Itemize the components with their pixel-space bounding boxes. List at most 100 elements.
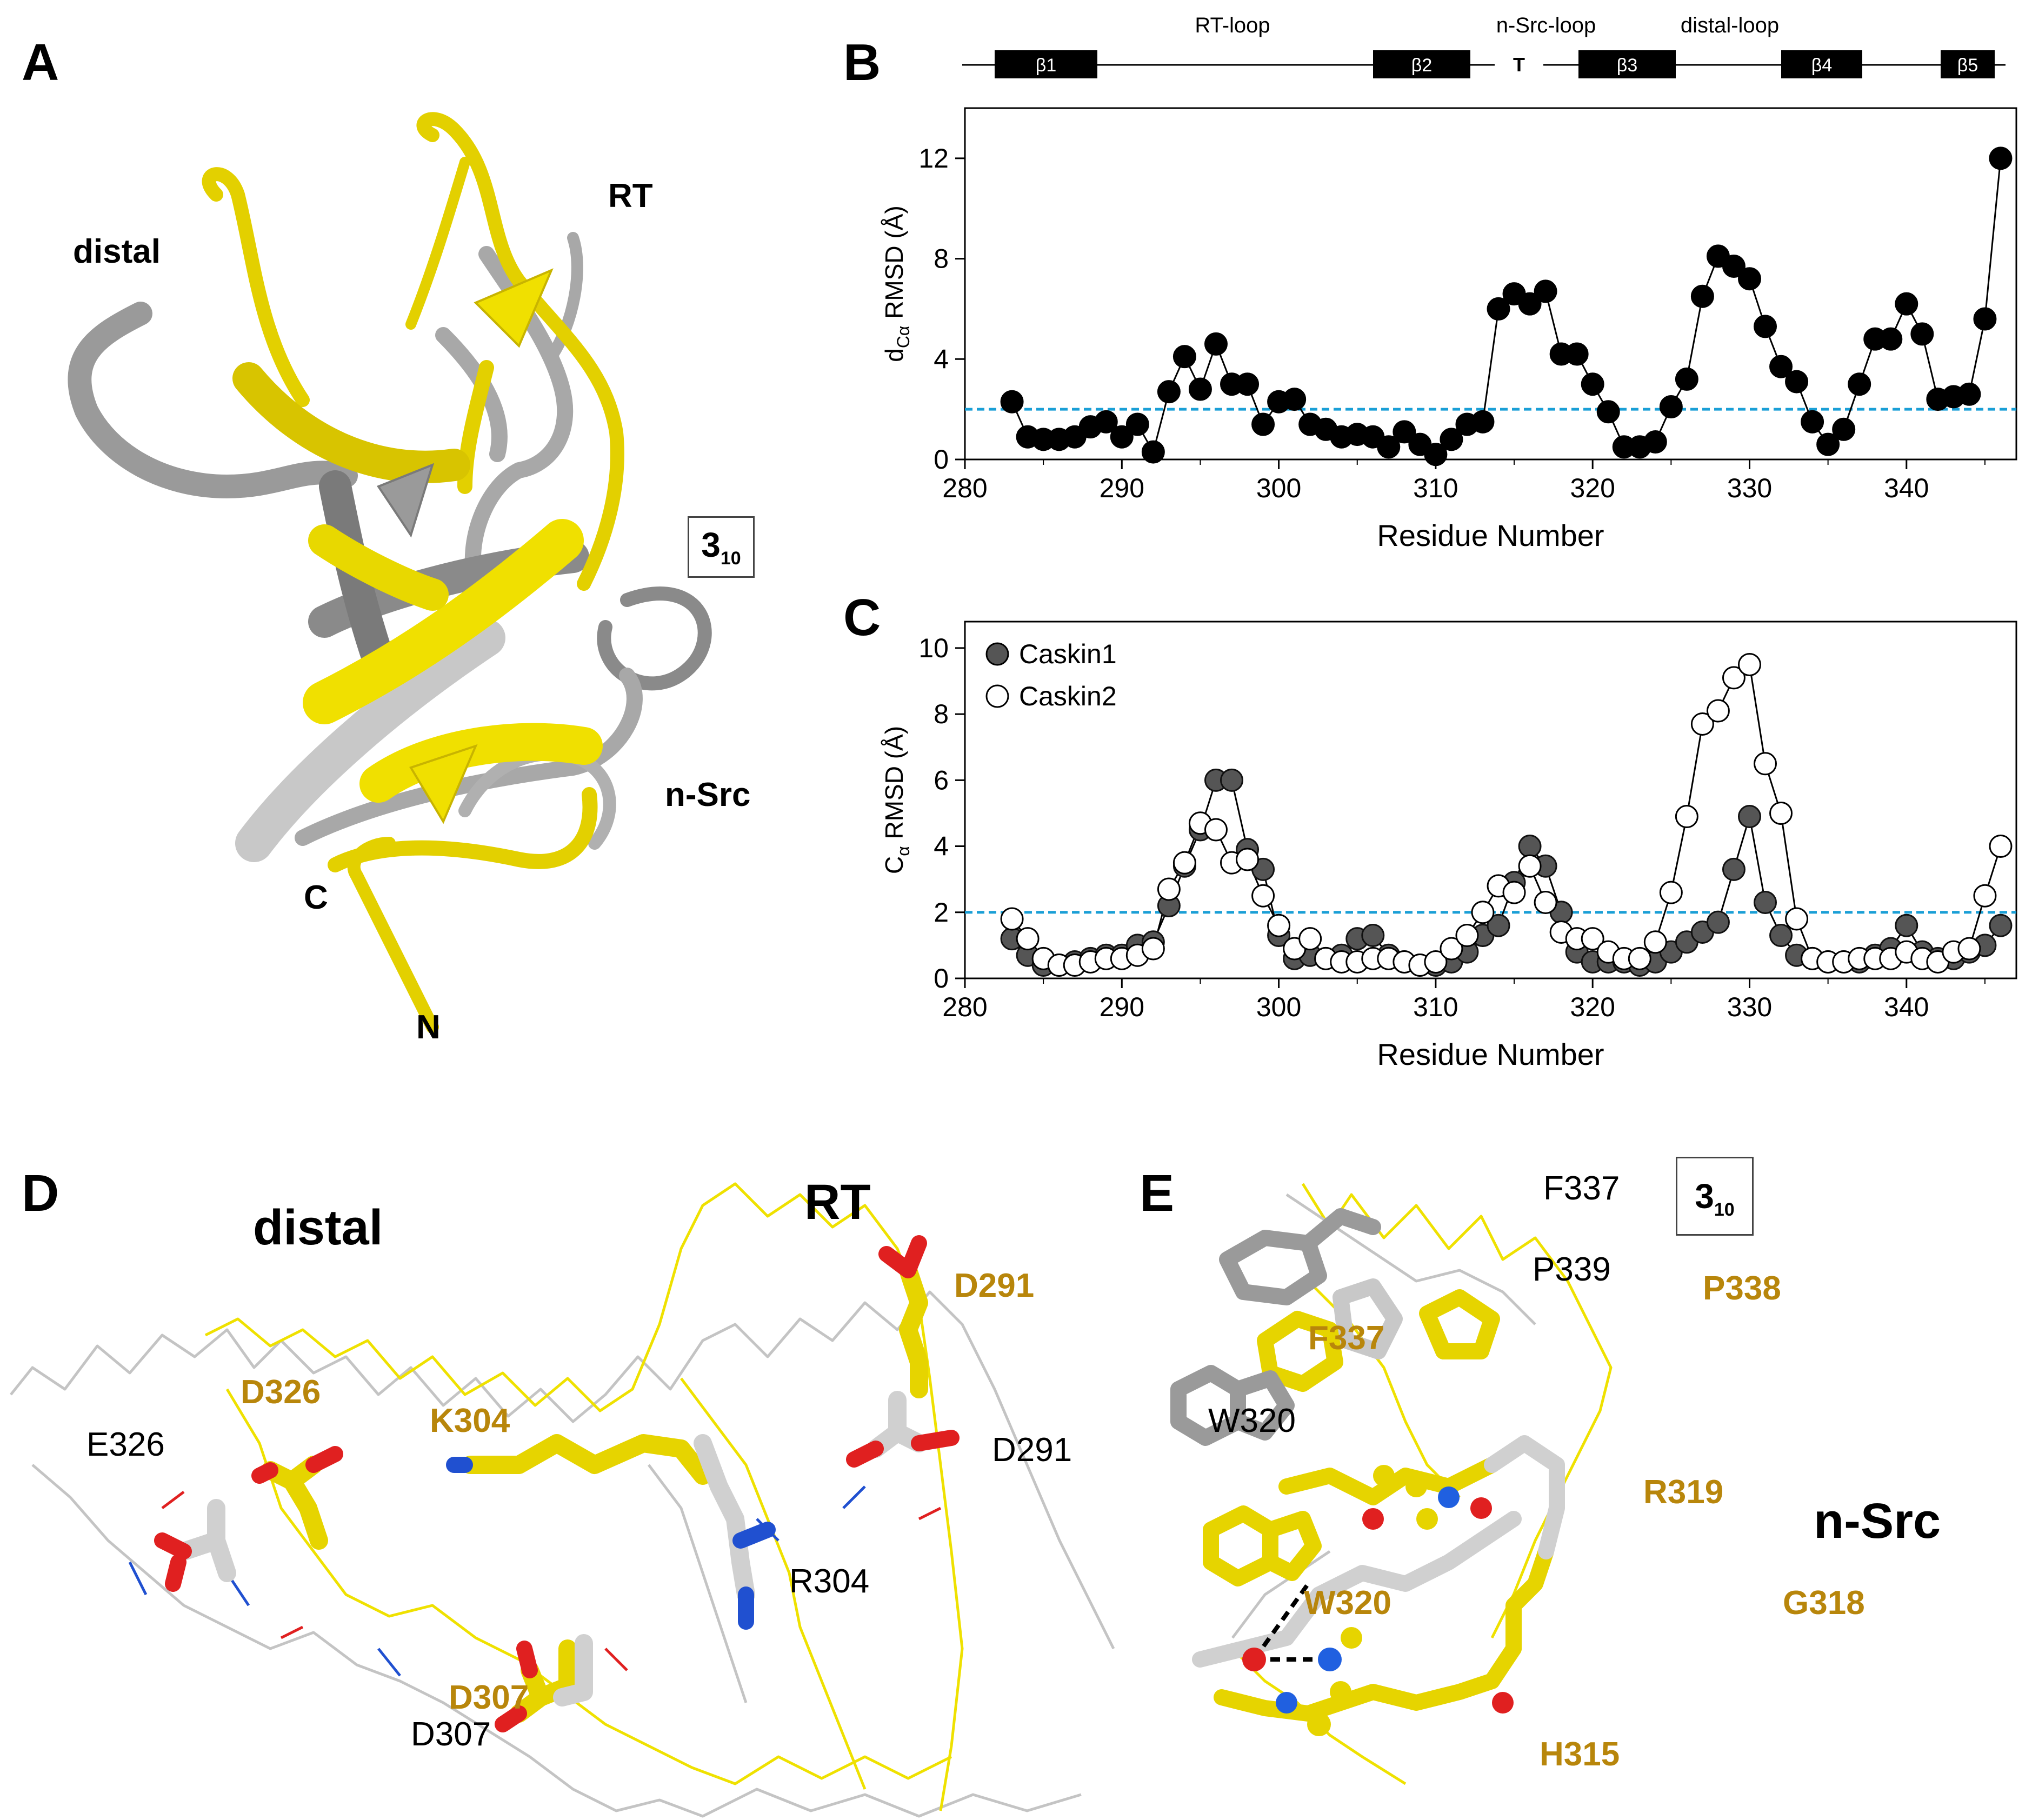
strand-b1-label: β1	[1036, 55, 1056, 76]
chart-b: 280 290 300 310 320 330 340 0 4 8 12 Residue Number…	[880, 107, 2017, 552]
data-point	[1377, 435, 1401, 459]
yellow-distal-loop	[202, 167, 310, 407]
label-d291-gold: D291	[954, 1267, 1035, 1304]
data-point	[1973, 884, 1997, 908]
grey-backbone-trace	[10, 1290, 1115, 1650]
data-point	[1659, 881, 1683, 904]
hydrogen-bond-dashes	[1252, 1582, 1330, 1662]
label-nsrc: n-Src	[665, 776, 751, 814]
x-tick-label: 310	[1413, 473, 1458, 503]
data-point	[1675, 805, 1698, 829]
data-point	[1471, 410, 1495, 434]
data-point	[1518, 854, 1542, 878]
data-point	[1596, 400, 1620, 424]
data-point	[1895, 914, 1918, 937]
yellow-n-terminus	[347, 837, 439, 1034]
data-point	[1393, 420, 1416, 444]
label-r319: R319	[1643, 1474, 1724, 1511]
data-point	[1298, 927, 1322, 951]
e-grey-backbone	[1285, 1193, 1536, 1325]
data-point	[1690, 712, 1714, 736]
data-point	[1016, 927, 1040, 951]
data-point	[1455, 924, 1479, 948]
x-tick-label: 290	[1100, 992, 1144, 1022]
data-point	[1361, 924, 1385, 948]
data-point	[1125, 412, 1149, 436]
label-d307-gold: D307	[449, 1679, 529, 1716]
data-point	[1737, 805, 1761, 829]
x-axis-label: Residue Number	[1377, 1037, 1604, 1071]
x-tick-label: 330	[1727, 473, 1772, 503]
y-tick-label: 6	[934, 765, 949, 795]
data-point	[1895, 292, 1918, 316]
panel-b-letter: B	[843, 34, 881, 91]
panel-a-letter: A	[22, 34, 59, 91]
data-point	[1518, 292, 1542, 316]
data-point	[1502, 881, 1526, 904]
data-point	[1785, 907, 1809, 931]
stick-p338-yellow	[1419, 1289, 1500, 1359]
data-point	[1722, 255, 1745, 278]
data-point	[1440, 937, 1463, 961]
y-axis-label: dCα RMSD (Å)	[880, 205, 913, 362]
data-point	[1204, 332, 1228, 356]
label-d326: D326	[241, 1374, 321, 1411]
data-point	[1565, 342, 1589, 366]
x-tick-label: 280	[942, 992, 987, 1022]
stick-g318	[1505, 1543, 1554, 1657]
x-tick-label: 320	[1570, 992, 1615, 1022]
label-k304: K304	[430, 1402, 510, 1439]
stick-d326	[261, 1456, 328, 1550]
data-point	[1534, 279, 1557, 303]
stick-w320-grey	[1170, 1365, 1295, 1446]
y-tick-label: 4	[934, 344, 949, 374]
data-point	[1801, 410, 1824, 434]
helix-310-box-e: 310	[1676, 1157, 1754, 1236]
panel-a-ribbon-structure	[68, 112, 712, 1034]
plot-frame	[964, 621, 2017, 979]
stick-e326	[175, 1499, 236, 1582]
data-point	[1973, 307, 1997, 331]
stick-f337-grey	[1219, 1230, 1327, 1305]
data-point	[1769, 924, 1793, 948]
data-point	[1157, 380, 1181, 404]
y-tick-label: 0	[934, 444, 949, 475]
data-point	[1754, 315, 1777, 338]
label-n-terminus: N	[416, 1009, 441, 1046]
data-point	[1424, 950, 1448, 974]
label-r304: R304	[789, 1563, 870, 1600]
label-d307: D307	[411, 1716, 491, 1753]
label-e326: E326	[86, 1426, 165, 1463]
stick-p339-grey	[1333, 1278, 1403, 1359]
y-tick-label: 8	[934, 244, 949, 274]
x-tick-label: 320	[1570, 473, 1615, 503]
data-point	[1283, 388, 1307, 411]
y-tick-label: 10	[918, 633, 949, 663]
stick-r304	[694, 1434, 755, 1604]
data-point	[1628, 946, 1651, 970]
label-p338: P338	[1703, 1270, 1781, 1307]
data-point	[1110, 425, 1134, 449]
y-tick-label: 4	[934, 831, 949, 862]
x-tick-label: 310	[1413, 992, 1458, 1022]
x-tick-label: 300	[1256, 473, 1301, 503]
plot-frame	[964, 107, 2017, 461]
strand-b3-label: β3	[1617, 55, 1637, 76]
data-point	[1267, 914, 1291, 937]
data-point	[1000, 907, 1024, 931]
data-point	[1675, 367, 1698, 391]
label-distal: distal	[73, 233, 161, 270]
yellow-beta-strand-1	[232, 362, 470, 483]
yellow-beta-strand-2	[303, 519, 584, 724]
label-c-terminus: C	[304, 879, 328, 916]
panel-d-letter: D	[22, 1164, 59, 1222]
yellow-backbone-trace	[204, 1182, 964, 1811]
label-w320-gold: W320	[1304, 1584, 1391, 1622]
grey-310-helix-loop	[597, 586, 712, 691]
data-point	[1172, 345, 1196, 369]
label-h315: H315	[1540, 1736, 1620, 1773]
data-point	[1581, 927, 1604, 951]
strand-b5-label: β5	[1957, 55, 1978, 76]
data-point	[1706, 910, 1730, 934]
data-point	[1581, 372, 1604, 396]
